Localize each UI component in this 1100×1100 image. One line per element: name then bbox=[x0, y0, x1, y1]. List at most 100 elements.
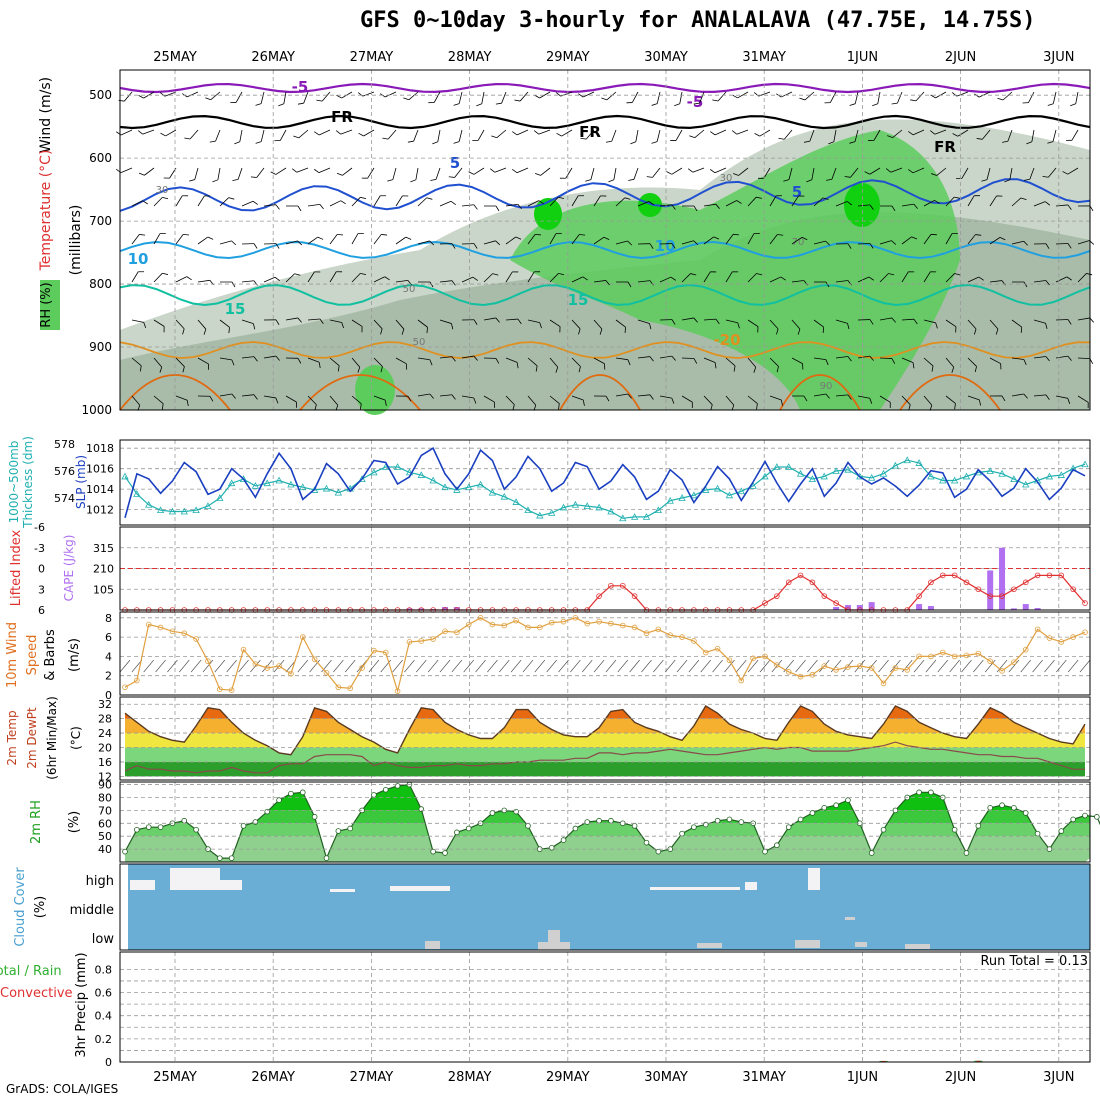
wind-barb bbox=[527, 357, 538, 372]
thickness-series-point bbox=[465, 483, 473, 491]
high-cloud-block bbox=[650, 887, 740, 890]
wind-barb-feather bbox=[382, 137, 389, 140]
wind-barb-feather bbox=[670, 276, 676, 281]
surface-wind-barb bbox=[498, 659, 510, 673]
surface-wind-barb bbox=[653, 659, 664, 673]
wind-barb-feather bbox=[891, 102, 898, 105]
wind-speed-series-point bbox=[382, 649, 389, 656]
wind-barb-feather bbox=[1045, 356, 1050, 362]
temperature-contour-low bbox=[779, 374, 861, 411]
wind-barb bbox=[209, 129, 221, 143]
wind-barb-shaft bbox=[936, 167, 947, 176]
wind-barb bbox=[527, 271, 541, 283]
wind-barb-feather bbox=[184, 137, 191, 140]
wind-barb bbox=[868, 129, 881, 141]
wind-barb-shaft bbox=[1007, 129, 1013, 142]
wind-barb-shaft bbox=[197, 279, 210, 283]
wind-barb-shaft bbox=[606, 91, 617, 101]
thickness-series-point bbox=[536, 511, 544, 519]
surface-wind-barb bbox=[451, 659, 463, 673]
wind-barb-shaft bbox=[850, 167, 859, 178]
wind-barb-shaft bbox=[175, 234, 184, 245]
wind-barb-feather bbox=[495, 358, 500, 364]
cloud-level-label: low bbox=[92, 932, 115, 947]
wind-barb bbox=[234, 129, 243, 145]
low-cloud-block bbox=[855, 942, 867, 947]
wind-barb bbox=[681, 317, 698, 323]
cloud-ylabel: Cloud Cover bbox=[13, 867, 28, 947]
wind-frame bbox=[119, 611, 1091, 696]
wind-barb-feather bbox=[274, 140, 281, 142]
wind-barb bbox=[989, 357, 1002, 370]
wind-barb bbox=[483, 273, 499, 283]
wind-barb-shaft bbox=[461, 355, 474, 359]
wind-barb-shaft bbox=[813, 319, 824, 328]
wind-barb-feather bbox=[780, 399, 783, 406]
wind-barb-shaft bbox=[725, 234, 734, 245]
contour-label: 5 bbox=[792, 183, 802, 201]
wind-speed-series-point bbox=[572, 614, 579, 621]
rh-series-point bbox=[1058, 828, 1065, 834]
wind-barb-feather bbox=[974, 195, 980, 197]
wind-barb-feather bbox=[337, 234, 344, 236]
wind-barb bbox=[615, 357, 631, 366]
wind-barb-feather bbox=[1070, 103, 1076, 107]
wind-barb-shaft bbox=[175, 195, 183, 207]
wind-barb bbox=[864, 167, 881, 175]
wind-barb bbox=[439, 243, 456, 249]
thickness-series-point bbox=[879, 469, 888, 477]
thickness-series-point bbox=[275, 476, 283, 484]
wind-barb-feather bbox=[253, 356, 258, 362]
wind-speed-series-point bbox=[702, 649, 709, 656]
wind-barb bbox=[329, 200, 346, 207]
wind-barb-feather bbox=[580, 137, 587, 140]
wind-barb-feather bbox=[357, 233, 364, 235]
wind-barb-feather bbox=[512, 404, 515, 411]
wind-barb bbox=[316, 91, 331, 102]
wind-barb-shaft bbox=[703, 395, 713, 405]
precip-tick-label: 0 bbox=[105, 1056, 112, 1069]
wind-barb-shaft bbox=[549, 273, 559, 283]
wind-barb bbox=[175, 319, 185, 335]
wind-barb-feather bbox=[489, 168, 496, 173]
wind-barb-feather bbox=[387, 179, 393, 182]
wind-barb-feather bbox=[495, 240, 501, 246]
wind-barb bbox=[417, 240, 435, 246]
pressure-tick-label: 900 bbox=[89, 340, 112, 354]
wind-barb-shaft bbox=[296, 167, 309, 173]
wind-barb-feather bbox=[297, 317, 302, 323]
wind-barb-feather bbox=[825, 281, 830, 288]
wind-barb-shaft bbox=[1055, 243, 1069, 245]
wind-barb-feather bbox=[1023, 240, 1029, 246]
wind-barb-shaft bbox=[1077, 357, 1091, 360]
wind-barb bbox=[923, 233, 937, 245]
thickness-series-point bbox=[251, 482, 260, 489]
thickness-series-point bbox=[1057, 471, 1065, 478]
wind-barb bbox=[263, 204, 280, 210]
wind-speed-series-point bbox=[406, 639, 413, 645]
rh-legend-swatch bbox=[40, 280, 60, 330]
wind-barb-feather bbox=[954, 403, 956, 410]
wind-barb bbox=[769, 395, 783, 406]
rh-series-point bbox=[845, 797, 851, 803]
wind-barb-feather bbox=[534, 94, 540, 99]
temperature-side-label: Temperature (°C) bbox=[38, 150, 54, 272]
date-label-bottom: 27MAY bbox=[350, 1070, 394, 1085]
wind-barb-shaft bbox=[582, 91, 595, 98]
surface-wind-barb bbox=[475, 659, 486, 673]
wind-barb bbox=[857, 319, 874, 325]
wind-barb bbox=[646, 167, 661, 178]
wind-barb bbox=[153, 395, 164, 410]
wind-ylabel-unit: (m/s) bbox=[67, 638, 82, 672]
wind-barb-feather bbox=[1045, 280, 1050, 286]
cloud-level-label: high bbox=[86, 874, 114, 889]
wind-speed-series-point bbox=[584, 620, 591, 627]
contour-label: FR bbox=[331, 108, 353, 126]
temp-tick-label: 12 bbox=[98, 770, 112, 783]
wind-barb-feather bbox=[1087, 402, 1089, 409]
wind-barb bbox=[945, 233, 958, 245]
wind-barb-shaft bbox=[813, 357, 826, 360]
wind-barb-feather bbox=[710, 131, 716, 136]
wind-barb-shaft bbox=[1077, 317, 1090, 321]
wind-barb-shaft bbox=[747, 319, 759, 327]
